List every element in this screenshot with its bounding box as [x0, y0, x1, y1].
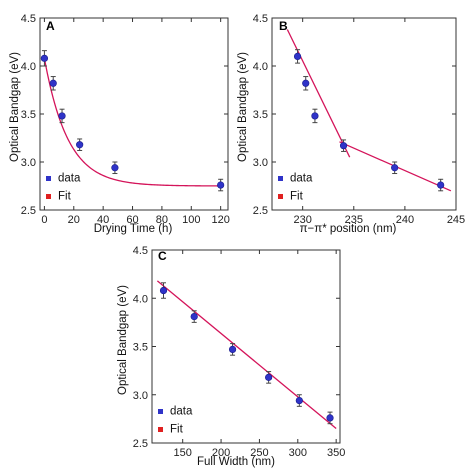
panel-a-ytick-label: 3.5 [21, 109, 36, 121]
panel-c-data-point [190, 312, 198, 321]
panel-b-legend-data-swatch [278, 176, 283, 181]
panel-a-legend-data-label: data [58, 173, 81, 185]
panel-c-xtick-label: 350 [327, 447, 345, 459]
panel-c-data-point [265, 373, 273, 381]
panel-c-legend-fit-label: Fit [170, 424, 184, 436]
panel-a-xtick-label: 80 [156, 214, 168, 226]
panel-a-ytick-label: 4.5 [21, 13, 36, 25]
panel-a-data-point [217, 181, 225, 189]
panel-b-ytick-label: 3.5 [253, 109, 268, 121]
panel-a-data-point [76, 141, 84, 149]
panel-a-plot: 0 20 40 60 80 100 120 2.5 3.0 3.5 4.0 4.5 data Fit [21, 13, 230, 226]
panel-c-ytick-label: 3.0 [133, 390, 148, 402]
panel-c-plot: 150 200 250 300 350 2.5 3.0 3.5 4.0 4.5 data Fit [133, 245, 346, 459]
panel-a: A Drying Time (h) Optical Bandgap (eV) [9, 19, 172, 235]
panel-c-xtick-label: 250 [250, 447, 268, 459]
panel-c-legend-data-swatch [158, 409, 163, 414]
panel-a-ytick-label: 2.5 [21, 205, 36, 217]
panel-c-data-point [228, 345, 237, 353]
panel-b-data-point [302, 79, 310, 87]
panel-a-xtick-label: 40 [97, 214, 109, 226]
panel-b-legend-fit-swatch [278, 194, 283, 199]
panel-c-xtick-label: 150 [174, 447, 192, 459]
panel-c: C Full Width (nm) Optical Bandgap (eV) [117, 249, 275, 468]
panel-c-data-point [159, 286, 168, 295]
panel-c-xtick-label: 300 [289, 447, 307, 459]
panel-a-xlabel: Drying Time (h) [94, 223, 173, 235]
panel-b-legend-fit-label: Fit [290, 191, 304, 203]
panel-a-legend-data-swatch [46, 176, 51, 181]
panel-a-ylabel: Optical Bandgap (eV) [9, 52, 21, 162]
panel-a-ytick-label: 3.0 [21, 157, 36, 169]
panel-b-ylabel: Optical Bandgap (eV) [237, 52, 249, 162]
panel-b-ytick-label: 4.0 [253, 61, 268, 73]
panel-a-xtick-label: 20 [68, 214, 80, 226]
panel-b-legend-data-label: data [290, 173, 313, 185]
panel-c-ytick-label: 2.5 [133, 438, 148, 450]
panel-b-ytick-label: 4.5 [253, 13, 268, 25]
panel-b-data-point [437, 181, 445, 189]
panel-b-fit-line [286, 29, 351, 158]
panel-a-fit-curve [43, 58, 221, 187]
panel-b-ytick-label: 3.0 [253, 157, 268, 169]
panel-c-xlabel: Full Width (nm) [197, 456, 275, 468]
panel-c-fit-line [156, 280, 337, 430]
panel-b-letter: B [279, 19, 288, 33]
panel-b-xtick-label: 245 [447, 214, 465, 226]
panel-b: B π−π* position (nm) Optical Bandgap (eV… [237, 19, 397, 235]
panel-a-data-point [49, 79, 57, 87]
panel-b-xtick-label: 240 [396, 214, 414, 226]
panel-c-ytick-label: 3.5 [133, 342, 148, 354]
panel-b-xlabel: π−π* position (nm) [300, 223, 397, 235]
panel-a-xtick-label: 0 [41, 214, 47, 226]
panel-b-plot: 230 235 240 245 2.5 3.0 3.5 4.0 4.5 data Fit [253, 13, 465, 226]
panel-a-legend-fit-label: Fit [58, 191, 72, 203]
panel-a-data-point [58, 112, 66, 120]
panel-c-ylabel: Optical Bandgap (eV) [117, 285, 129, 395]
panel-c-data-point [295, 396, 303, 405]
panel-a-xtick-label: 100 [182, 214, 200, 226]
panel-b-data-point [391, 164, 399, 172]
panel-a-ytick-label: 4.0 [21, 61, 36, 73]
panel-c-legend-fit-swatch [158, 427, 163, 432]
panel-c-ytick-label: 4.0 [133, 293, 148, 305]
panel-a-xtick-label: 120 [211, 214, 229, 226]
panel-a-data-point [111, 164, 119, 172]
panel-a-letter: A [46, 19, 55, 33]
panel-a-xtick-label: 60 [126, 214, 138, 226]
panel-b-xtick-label: 230 [293, 214, 311, 226]
panel-b-data-point [293, 52, 302, 61]
panel-c-legend-data-label: data [170, 406, 193, 418]
panel-c-data-point [326, 414, 334, 422]
panel-c-xtick-label: 200 [212, 447, 230, 459]
panel-b-ytick-label: 2.5 [253, 205, 268, 217]
panel-b-data-point [339, 142, 348, 150]
panel-a-legend-fit-swatch [46, 194, 51, 199]
panel-c-ytick-label: 4.5 [133, 245, 148, 257]
panel-b-xtick-label: 235 [345, 214, 363, 226]
panel-b-data-point [311, 112, 319, 120]
panel-c-letter: C [158, 249, 167, 263]
panel-a-data-point [40, 54, 49, 62]
